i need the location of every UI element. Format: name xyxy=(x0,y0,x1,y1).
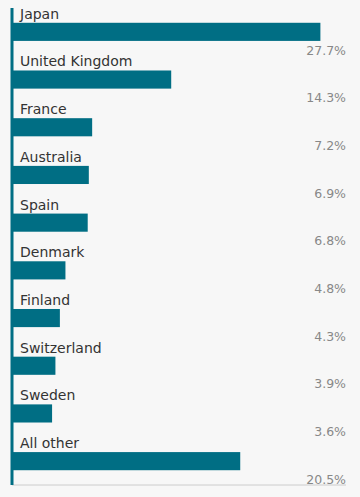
category-label: Spain xyxy=(20,197,59,213)
value-label: 14.3% xyxy=(306,90,346,105)
bar xyxy=(12,357,55,375)
bars xyxy=(12,23,320,470)
category-label: France xyxy=(20,101,67,117)
value-label: 4.3% xyxy=(314,329,346,344)
bar xyxy=(12,404,52,422)
category-label: Sweden xyxy=(20,387,75,403)
bar xyxy=(12,166,89,184)
bar xyxy=(12,452,240,470)
chart-container: Japan 27.7% United Kingdom 14.3% France 7.2% A… xyxy=(0,0,360,497)
value-label: 6.9% xyxy=(314,186,346,201)
bar xyxy=(12,214,88,232)
value-label: 3.9% xyxy=(314,376,346,391)
x-axis-line xyxy=(12,485,346,486)
left-border xyxy=(11,8,14,485)
category-label: All other xyxy=(20,435,79,451)
value-label: 4.8% xyxy=(314,281,346,296)
category-label: Australia xyxy=(20,149,82,165)
labels: Japan 27.7% United Kingdom 14.3% France 7.2% A… xyxy=(19,6,346,487)
category-label: Switzerland xyxy=(20,340,102,356)
bar xyxy=(12,309,60,327)
category-label: Denmark xyxy=(20,244,85,260)
category-label: Japan xyxy=(19,6,59,22)
chart: Japan 27.7% United Kingdom 14.3% France 7.2% A… xyxy=(0,0,360,497)
value-label: 3.6% xyxy=(314,424,346,439)
bar xyxy=(12,23,320,41)
bar xyxy=(12,118,92,136)
bar xyxy=(12,70,171,88)
background xyxy=(0,0,360,497)
value-label: 6.8% xyxy=(314,233,346,248)
value-label: 7.2% xyxy=(314,138,346,153)
bar xyxy=(12,261,65,279)
category-label: United Kingdom xyxy=(20,53,132,69)
value-label: 27.7% xyxy=(306,43,346,58)
category-label: Finland xyxy=(20,292,70,308)
